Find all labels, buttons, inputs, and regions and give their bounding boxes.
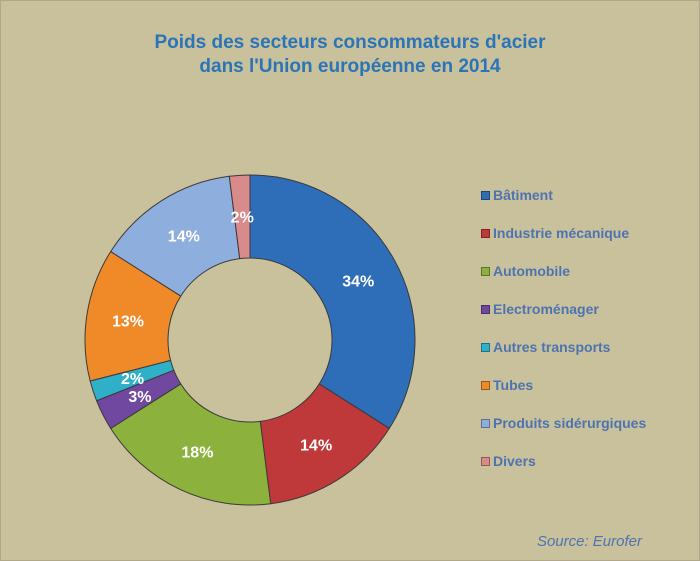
legend-swatch [481, 342, 490, 352]
slice-b-timent [249, 174, 416, 430]
slice-automobile [109, 383, 272, 506]
legend-label: Divers [493, 453, 536, 469]
data-label: 14% [300, 437, 332, 454]
legend-label: Automobile [493, 263, 570, 279]
chart-title-line-2: dans l'Union européenne en 2014 [199, 56, 501, 77]
legend-item: Divers [481, 442, 646, 480]
source-note: Source: Eurofer [536, 533, 642, 550]
legend: Bâtiment Industrie mécanique Automobile Ele… [481, 176, 646, 480]
legend-swatch [481, 304, 490, 314]
legend-item: Autres transports [481, 328, 646, 366]
legend-label: Tubes [493, 377, 534, 393]
legend-label: Electroménager [493, 301, 599, 317]
data-label: 3% [128, 389, 151, 406]
data-label: 2% [121, 371, 144, 388]
legend-swatch [481, 418, 490, 428]
legend-item: Automobile [481, 252, 646, 290]
legend-item: Electroménager [481, 290, 646, 328]
data-label: 14% [168, 229, 200, 246]
data-label: 18% [181, 445, 213, 462]
legend-label: Produits sidérurgiques [493, 415, 647, 431]
legend-swatch [481, 380, 490, 390]
legend-item: Tubes [481, 366, 646, 404]
legend-item: Bâtiment [481, 176, 646, 214]
legend-swatch [481, 190, 490, 200]
legend-item: Produits sidérurgiques [481, 404, 646, 442]
legend-swatch [481, 228, 490, 238]
data-label: 2% [231, 210, 254, 227]
legend-label: Bâtiment [493, 187, 553, 203]
legend-label: Industrie mécanique [493, 225, 630, 241]
legend-label: Autres transports [493, 339, 611, 355]
data-label: 13% [112, 314, 144, 331]
legend-item: Industrie mécanique [481, 214, 646, 252]
legend-swatch [481, 266, 490, 276]
legend-swatch [481, 456, 490, 466]
slice-divers [228, 174, 251, 260]
chart-title-line-1: Poids des secteurs consommateurs d'acier [154, 32, 546, 53]
data-label: 34% [342, 274, 374, 291]
